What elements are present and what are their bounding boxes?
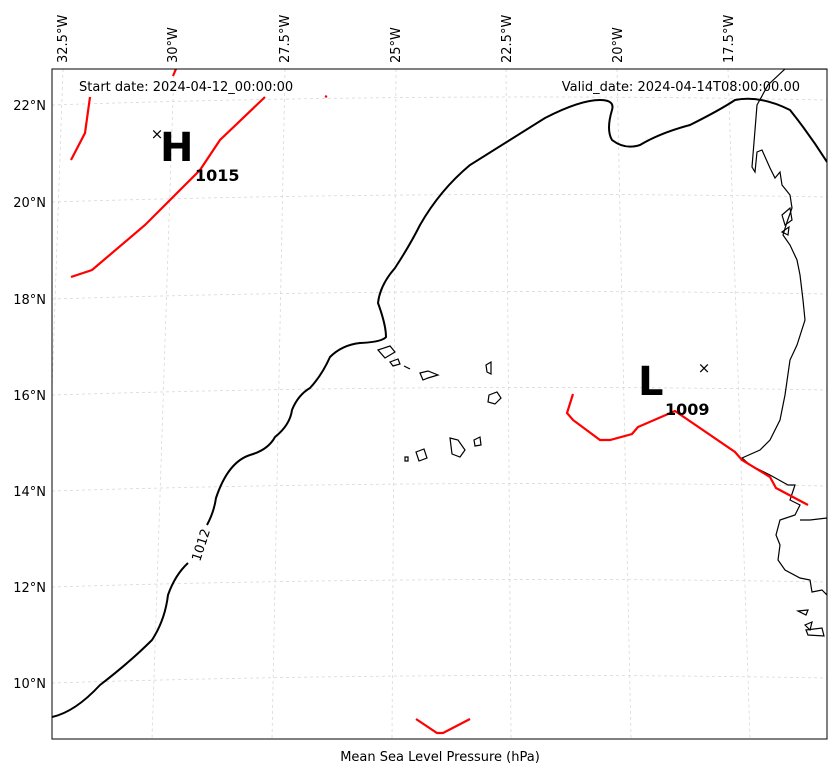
valid-date: Valid_date: 2024-04-14T08:00:00.00 (562, 80, 800, 95)
lat-label: 14°N (13, 485, 46, 500)
lon-label: 27.5°W (278, 15, 293, 63)
coastline (376, 69, 827, 637)
x-axis-label: Mean Sea Level Pressure (hPa) (340, 750, 540, 765)
lon-label: 25°W (389, 27, 404, 63)
lon-label: 30°W (166, 27, 181, 63)
low-center-marker: × (698, 359, 711, 377)
map-area (52, 69, 827, 739)
isobar-label: 1012 (190, 527, 214, 563)
lat-label: 20°N (13, 196, 46, 211)
low-letter: L (638, 359, 664, 405)
start-date: Start date: 2024-04-12_00:00:00 (79, 80, 293, 95)
lat-label: 22°N (13, 99, 46, 114)
lat-label: 12°N (13, 581, 46, 596)
lat-label: 16°N (13, 389, 46, 404)
isobar-1012 (206, 97, 827, 526)
high-letter: H (160, 125, 193, 171)
lon-label: 32.5°W (56, 15, 71, 63)
lon-label: 22.5°W (500, 15, 515, 63)
lat-labels: 22°N 20°N 18°N 16°N 14°N 12°N 10°N (13, 99, 46, 692)
isobar-1012 (52, 562, 189, 718)
high-center-marker: × (151, 125, 164, 143)
lat-label: 18°N (13, 293, 46, 308)
map-frame (51, 68, 828, 740)
lon-label: 20°W (611, 27, 626, 63)
fronts (70, 69, 809, 735)
lon-label: 17.5°W (722, 15, 737, 63)
lon-labels: 32.5°W 30°W 27.5°W 25°W 22.5°W 20°W 17.5… (56, 15, 737, 63)
graticule (52, 69, 827, 739)
high-value: 1015 (195, 166, 240, 185)
lat-label: 10°N (13, 677, 46, 692)
low-value: 1009 (665, 400, 710, 419)
